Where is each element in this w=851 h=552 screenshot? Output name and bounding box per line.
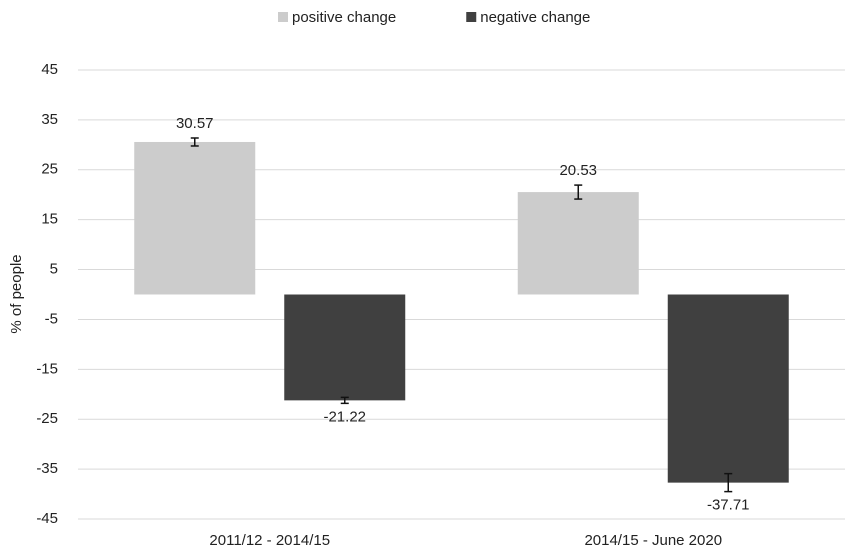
bar <box>134 141 256 295</box>
y-tick-label: -25 <box>36 410 58 427</box>
x-tick-label: 2011/12 - 2014/15 <box>209 532 330 549</box>
legend-label: negative change <box>480 9 590 26</box>
data-label: 20.53 <box>559 162 597 179</box>
error-bar <box>190 137 199 147</box>
y-axis-label: % of people <box>8 254 25 333</box>
data-label: 30.57 <box>176 115 214 132</box>
y-tick-label: -5 <box>45 310 58 327</box>
data-label: -21.22 <box>323 408 366 425</box>
y-tick-label: -15 <box>36 360 58 377</box>
y-tick-label: 25 <box>41 161 58 178</box>
error-bar <box>574 184 583 200</box>
bar <box>517 192 639 295</box>
legend-swatch <box>278 12 288 22</box>
legend-label: positive change <box>292 9 396 26</box>
error-bar <box>340 396 349 405</box>
error-bar <box>724 472 733 493</box>
y-tick-label: 45 <box>41 61 58 78</box>
bar <box>667 294 789 483</box>
y-tick-label: 35 <box>41 111 58 128</box>
x-tick-label: 2014/15 - June 2020 <box>584 532 722 549</box>
bar <box>284 294 406 401</box>
y-tick-label: -45 <box>36 510 58 527</box>
y-tick-label: -35 <box>36 460 58 477</box>
data-label: -37.71 <box>707 497 750 514</box>
y-tick-label: 5 <box>50 261 58 278</box>
legend-swatch <box>466 12 477 22</box>
y-tick-label: 15 <box>41 211 58 228</box>
